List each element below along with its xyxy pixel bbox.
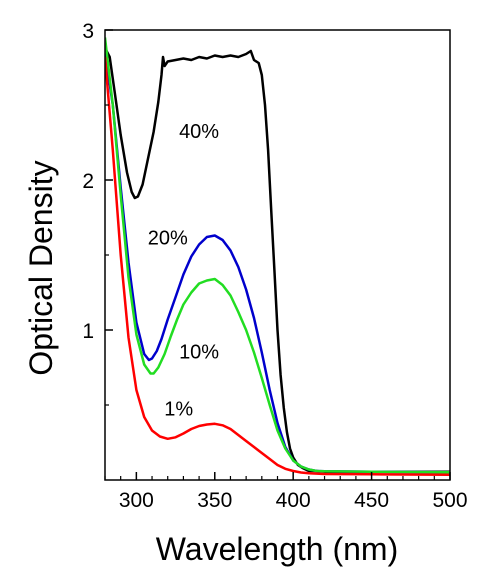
series-line-3 bbox=[105, 56, 450, 477]
series-label-3: 1% bbox=[164, 399, 193, 421]
x-tick-label: 450 bbox=[354, 489, 389, 512]
y-tick-label: 3 bbox=[82, 20, 94, 43]
tick-labels-layer: 300 350 400 450 500 1 2 3 bbox=[82, 20, 467, 512]
y-tick-label: 2 bbox=[82, 170, 94, 193]
series-label-1: 20% bbox=[148, 228, 188, 250]
y-tick-label: 1 bbox=[82, 320, 94, 343]
series-layer bbox=[105, 37, 450, 477]
series-label-0: 40% bbox=[179, 121, 219, 143]
x-tick-label: 350 bbox=[197, 489, 232, 512]
series-line-2 bbox=[105, 37, 450, 474]
y-axis-title: Optical Density bbox=[23, 160, 59, 375]
x-axis-title: Wavelength (nm) bbox=[156, 531, 398, 567]
x-tick-label: 300 bbox=[119, 489, 154, 512]
x-tick-label: 500 bbox=[432, 489, 467, 512]
ticks-layer bbox=[104, 29, 451, 480]
series-labels-layer: 40% 20% 10% 1% bbox=[148, 121, 220, 421]
x-tick-label: 400 bbox=[276, 489, 311, 512]
series-line-0 bbox=[105, 47, 450, 474]
series-label-2: 10% bbox=[179, 342, 219, 364]
plot-frame bbox=[104, 29, 451, 481]
